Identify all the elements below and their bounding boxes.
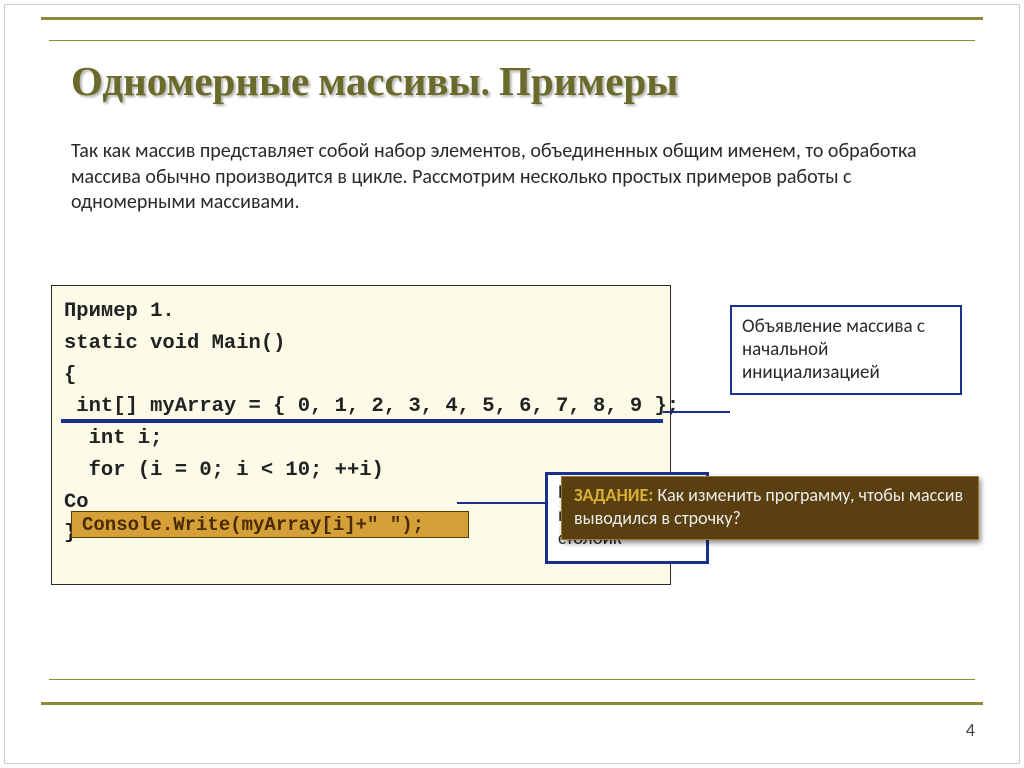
slide-title: Одномерные массивы. Примеры [71,57,678,106]
connector-line-bottom [457,502,549,504]
code-line: Пример 1. [64,296,658,328]
connector-line-top [663,411,730,413]
task-label: ЗАДАНИЕ: [574,484,653,506]
intro-paragraph: Так как массив представляет собой набор … [71,139,975,216]
code-line: { [64,360,658,392]
highlight-code: Console.Write(myArray[i]+" "); [82,514,424,536]
page-number: 4 [966,719,975,741]
annotation-declaration: Объявление массива с начальной инициализ… [730,305,962,395]
slide-frame: Одномерные массивы. Примеры Так как масс… [4,4,1020,764]
code-highlight-strip: Console.Write(myArray[i]+" "); [71,511,469,538]
code-line: int i; [64,423,658,455]
task-callout: ЗАДАНИЕ: Как изменить программу, чтобы м… [561,476,979,540]
initializer-underline [61,419,663,423]
code-line: static void Main() [64,328,658,360]
